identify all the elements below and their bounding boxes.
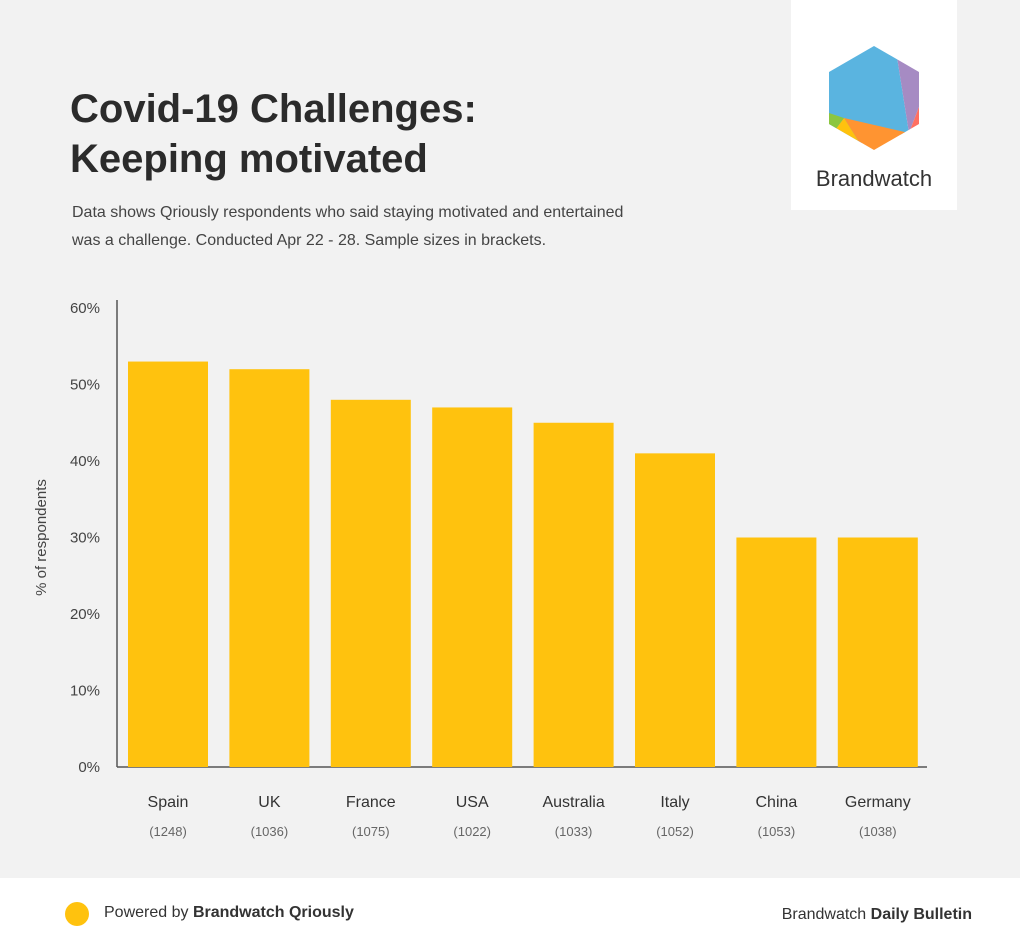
brandwatch-dot-icon bbox=[65, 902, 89, 926]
bar-italy bbox=[635, 453, 715, 767]
brandwatch-logo-card: Brandwatch bbox=[791, 0, 957, 210]
bar-australia bbox=[533, 422, 614, 767]
y-tick-label: 20% bbox=[70, 606, 100, 623]
powered-by-prefix: Powered by bbox=[104, 904, 193, 921]
brandwatch-hexagon-icon bbox=[829, 46, 919, 150]
x-tick-label: Spain bbox=[148, 794, 189, 811]
footer: Powered by Brandwatch Qriously Brandwatc… bbox=[0, 878, 1020, 952]
title-line-1: Covid-19 Challenges: bbox=[70, 87, 477, 131]
x-tick-label: France bbox=[346, 794, 396, 811]
title-line-2: Keeping motivated bbox=[70, 137, 428, 181]
sample-size-label: (1075) bbox=[352, 824, 390, 839]
x-tick-label: Italy bbox=[660, 794, 689, 811]
chart-subtitle: Data shows Qriously respondents who said… bbox=[72, 199, 692, 255]
bar-uk bbox=[229, 369, 310, 767]
x-tick-label: UK bbox=[258, 794, 281, 811]
sample-size-label: (1033) bbox=[555, 824, 593, 839]
sample-size-label: (1053) bbox=[758, 824, 796, 839]
bar-spain bbox=[128, 361, 208, 767]
powered-by-text: Powered by Brandwatch Qriously bbox=[104, 904, 354, 922]
y-tick-label: 40% bbox=[70, 453, 100, 470]
brandwatch-logo-text: Brandwatch bbox=[815, 166, 933, 191]
daily-bulletin-text: Brandwatch Daily Bulletin bbox=[782, 906, 972, 924]
x-tick-label: USA bbox=[456, 794, 489, 811]
bar-chart: 0% 10% 20% 30% 40% 50% 60% % of respondents Spai… bbox=[33, 300, 927, 839]
sample-size-label: (1248) bbox=[149, 824, 187, 839]
daily-bulletin-prefix: Brandwatch bbox=[781, 906, 871, 923]
y-tick-label: 50% bbox=[70, 377, 100, 394]
y-tick-label: 10% bbox=[70, 683, 100, 700]
powered-by-brand: Brandwatch Qriously bbox=[192, 904, 354, 921]
x-tick-label: China bbox=[755, 794, 797, 811]
bar-china bbox=[736, 537, 817, 767]
chart-title: Covid-19 Challenges: Keeping motivated bbox=[70, 84, 710, 184]
x-tick-label: Australia bbox=[542, 794, 604, 811]
y-tick-label: 0% bbox=[78, 759, 100, 776]
bar-france bbox=[330, 399, 411, 767]
subtitle-line-1: Data shows Qriously respondents who said… bbox=[72, 204, 624, 221]
y-axis-title: % of respondents bbox=[33, 479, 50, 596]
bar-usa bbox=[432, 407, 513, 767]
sample-size-label: (1038) bbox=[859, 824, 897, 839]
x-tick-label: Germany bbox=[845, 794, 911, 811]
logo-slice-green bbox=[829, 108, 844, 150]
sample-size-label: (1036) bbox=[251, 824, 289, 839]
y-tick-label: 60% bbox=[70, 300, 100, 317]
bar-germany bbox=[837, 537, 918, 767]
sample-size-label: (1052) bbox=[656, 824, 694, 839]
y-tick-label: 30% bbox=[70, 530, 100, 547]
daily-bulletin-brand: Daily Bulletin bbox=[870, 906, 972, 923]
sample-size-label: (1022) bbox=[453, 824, 491, 839]
subtitle-line-2: was a challenge. Conducted Apr 22 - 28. … bbox=[72, 232, 547, 249]
